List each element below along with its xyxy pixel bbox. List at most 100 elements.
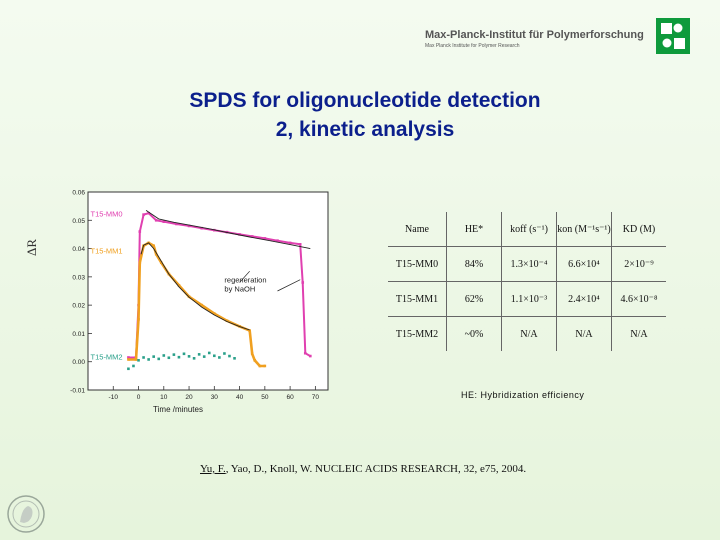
data-point: [200, 226, 203, 230]
annotation-arrow: [239, 270, 250, 283]
header-he: HE*: [446, 212, 502, 247]
data-point: [253, 359, 257, 362]
x-tick-label: 40: [236, 394, 244, 401]
institute-subtitle: Max Planck Institute for Polymer Researc…: [425, 43, 520, 49]
cell-kd: N/A: [611, 316, 666, 351]
data-point: [202, 355, 206, 358]
cell-he: 62%: [446, 281, 502, 317]
table-header-row: Name HE* koff (s⁻¹) kon (M⁻¹s⁻¹) KD (M): [388, 212, 666, 247]
cell-kon: 6.6×10⁴: [556, 246, 612, 282]
x-tick-label: 30: [211, 394, 219, 401]
cell-koff: N/A: [501, 316, 557, 351]
slide-title-line2: 2, kinetic analysis: [275, 118, 455, 141]
data-point: [192, 357, 196, 360]
cell-kon: N/A: [556, 316, 612, 351]
data-point: [263, 237, 267, 240]
slide-title-line1: SPDS for oligonucleotide detection: [189, 89, 541, 112]
data-point: [225, 319, 229, 322]
series-label-T15-MM1: T15-MM1: [91, 246, 123, 255]
data-point: [182, 352, 186, 356]
header-kon: kon (M⁻¹s⁻¹): [556, 212, 612, 247]
data-point: [263, 364, 267, 368]
y-tick-label: 0.04: [72, 246, 85, 253]
data-point: [138, 230, 142, 233]
data-point: [167, 356, 171, 360]
fit-curve-T15-MM1: [140, 242, 250, 331]
annotation-arrow: [277, 279, 301, 292]
cell-kd: 2×10⁻⁹: [611, 246, 666, 282]
series-line-T15-MM0: [128, 212, 311, 359]
mpi-puzzle-logo: [656, 18, 690, 54]
citation-author-link[interactable]: Yu, F.: [200, 463, 226, 475]
cell-koff: 1.1×10⁻³: [501, 281, 557, 317]
cell-kd: 4.6×10⁻⁸: [611, 281, 666, 317]
x-tick-label: 70: [312, 394, 320, 401]
data-point: [152, 355, 155, 358]
cell-name: T15-MM0: [388, 246, 447, 282]
cell-name: T15-MM2: [395, 328, 439, 340]
header-name: Name: [388, 212, 447, 247]
y-tick-label: 0.00: [72, 359, 85, 366]
data-point: [200, 303, 203, 307]
data-point: [159, 261, 163, 265]
data-point: [127, 356, 130, 359]
data-point: [298, 243, 302, 246]
data-point: [138, 261, 142, 265]
data-point: [177, 284, 181, 287]
data-point: [207, 351, 211, 355]
y-tick-label: 0.06: [72, 190, 85, 197]
data-point: [137, 359, 140, 362]
y-tick-label: 0.03: [72, 274, 85, 281]
series-label-T15-MM0: T15-MM0: [91, 210, 123, 219]
data-point: [127, 367, 130, 371]
x-tick-label: 60: [286, 394, 294, 401]
x-tick-label: 10: [160, 394, 168, 401]
data-point: [175, 222, 178, 226]
cell-he: 84%: [446, 246, 502, 282]
citation-rest: , Yao, D., Knoll, W. NUCLEIC ACIDS RESEA…: [225, 463, 527, 475]
citation: Yu, F., Yao, D., Knoll, W. NUCLEIC ACIDS…: [200, 463, 526, 475]
data-point: [213, 312, 216, 315]
table-row: T15-MM0 84% 1.3×10⁻⁴ 6.6×10⁴ 2×10⁻⁹: [388, 246, 666, 282]
data-point: [134, 358, 138, 361]
data-point: [152, 244, 155, 248]
data-point: [238, 233, 241, 236]
data-point: [309, 354, 312, 358]
data-point: [142, 356, 145, 359]
data-point: [276, 239, 279, 242]
data-point: [147, 211, 150, 215]
data-point: [154, 252, 158, 256]
data-point: [137, 317, 140, 321]
data-point: [127, 358, 130, 361]
table-row: T15-MM1 62% 1.1×10⁻³ 2.4×10⁴ 4.6×10⁻⁸: [388, 281, 666, 317]
data-point: [132, 364, 135, 368]
data-point: [223, 352, 226, 355]
institute-name: Max-Planck-Institut für Polymerforschung: [425, 29, 644, 41]
x-tick-label: 50: [261, 394, 269, 401]
x-tick-label: 20: [185, 394, 193, 401]
data-point: [250, 352, 254, 356]
header-koff: koff (s⁻¹): [501, 212, 557, 247]
fit-curve-T15-MM0: [145, 210, 311, 250]
data-point: [288, 241, 292, 245]
he-footnote: HE: Hybridization efficiency: [461, 390, 585, 400]
data-point: [187, 355, 191, 358]
data-point: [157, 357, 161, 361]
data-point: [172, 353, 176, 356]
cell-koff: 1.3×10⁻⁴: [501, 246, 557, 282]
data-point: [233, 357, 236, 360]
x-tick-label: 0: [137, 394, 141, 401]
y-tick-label: -0.01: [70, 388, 85, 395]
data-point: [213, 354, 216, 358]
cell-he: ~0%: [446, 316, 502, 351]
data-point: [177, 355, 181, 359]
data-point: [258, 364, 262, 368]
table-row: T15-MM2 ~0% N/A N/A N/A: [388, 316, 666, 351]
data-point: [154, 218, 158, 222]
y-tick-label: 0.01: [72, 331, 85, 338]
data-point: [228, 354, 231, 358]
data-point: [197, 353, 201, 356]
data-point: [147, 358, 150, 361]
data-point: [248, 329, 251, 332]
data-point: [218, 356, 221, 359]
